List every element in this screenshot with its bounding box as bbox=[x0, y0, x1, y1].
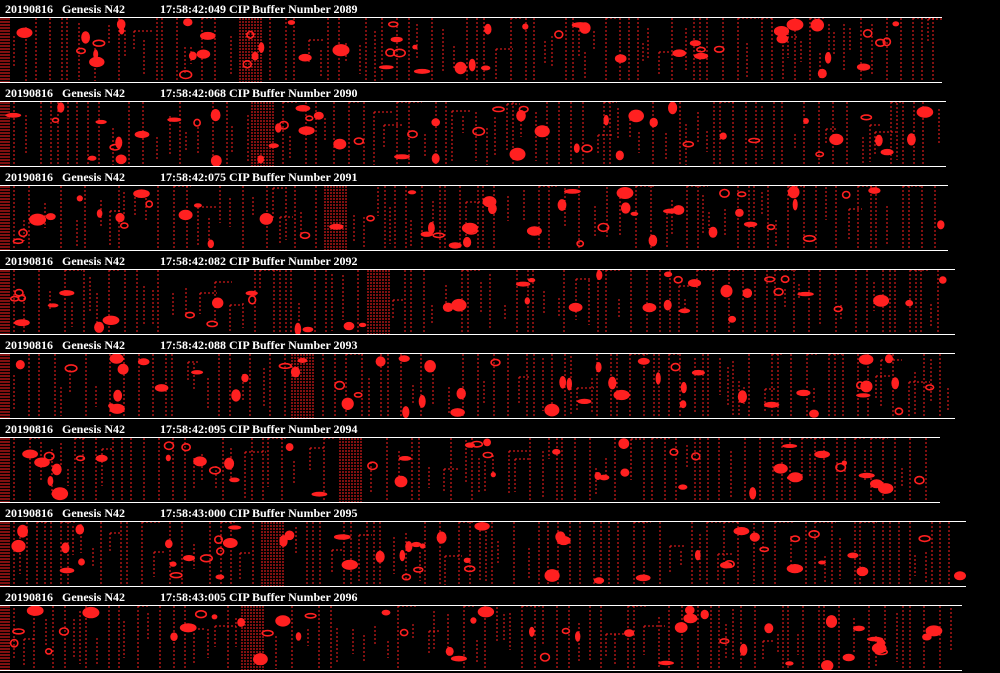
strip-date: 20190816 bbox=[5, 338, 53, 352]
strip-date: 20190816 bbox=[5, 86, 53, 100]
particle-image-frame bbox=[0, 101, 946, 167]
strip-date: 20190816 bbox=[5, 170, 53, 184]
buffer-strip: 20190816 Genesis N42 17:58:42:095 CIP Bu… bbox=[0, 420, 1000, 504]
particle-image-frame bbox=[0, 521, 966, 587]
buffer-strip: 20190816 Genesis N42 17:58:42:082 CIP Bu… bbox=[0, 252, 1000, 336]
strip-date: 20190816 bbox=[5, 2, 53, 16]
strip-timestamp: 17:58:42:068 CIP Buffer Number 2090 bbox=[160, 86, 358, 100]
strip-probe-name: Genesis N42 bbox=[62, 170, 125, 184]
strip-header: 20190816 Genesis N42 17:58:42:082 CIP Bu… bbox=[0, 252, 1000, 270]
strip-timestamp: 17:58:43:005 CIP Buffer Number 2096 bbox=[160, 590, 358, 604]
strip-date: 20190816 bbox=[5, 422, 53, 436]
particle-image bbox=[0, 270, 947, 334]
particle-image-frame bbox=[0, 605, 962, 671]
strip-probe-name: Genesis N42 bbox=[62, 254, 125, 268]
buffer-strip: 20190816 Genesis N42 17:58:42:088 CIP Bu… bbox=[0, 336, 1000, 420]
buffer-strip: 20190816 Genesis N42 17:58:43:000 CIP Bu… bbox=[0, 504, 1000, 588]
particle-image bbox=[0, 606, 952, 670]
strip-header: 20190816 Genesis N42 17:58:43:005 CIP Bu… bbox=[0, 588, 1000, 606]
strip-timestamp: 17:58:43:000 CIP Buffer Number 2095 bbox=[160, 506, 358, 520]
strip-probe-name: Genesis N42 bbox=[62, 590, 125, 604]
buffer-strip: 20190816 Genesis N42 17:58:42:049 CIP Bu… bbox=[0, 0, 1000, 84]
strip-timestamp: 17:58:42:082 CIP Buffer Number 2092 bbox=[160, 254, 358, 268]
particle-image bbox=[0, 522, 966, 586]
particle-image bbox=[0, 186, 945, 250]
buffer-strip: 20190816 Genesis N42 17:58:42:068 CIP Bu… bbox=[0, 84, 1000, 168]
strip-header: 20190816 Genesis N42 17:58:42:075 CIP Bu… bbox=[0, 168, 1000, 186]
particle-image-frame bbox=[0, 185, 948, 251]
strip-timestamp: 17:58:42:049 CIP Buffer Number 2089 bbox=[160, 2, 358, 16]
strip-probe-name: Genesis N42 bbox=[62, 422, 125, 436]
strip-timestamp: 17:58:42:088 CIP Buffer Number 2093 bbox=[160, 338, 358, 352]
strip-date: 20190816 bbox=[5, 590, 53, 604]
strip-header: 20190816 Genesis N42 17:58:42:095 CIP Bu… bbox=[0, 420, 1000, 438]
particle-image-frame bbox=[0, 353, 955, 419]
strip-header: 20190816 Genesis N42 17:58:42:049 CIP Bu… bbox=[0, 0, 1000, 18]
particle-image-frame bbox=[0, 269, 955, 335]
buffer-strip: 20190816 Genesis N42 17:58:43:005 CIP Bu… bbox=[0, 588, 1000, 672]
strip-header: 20190816 Genesis N42 17:58:43:000 CIP Bu… bbox=[0, 504, 1000, 522]
strip-probe-name: Genesis N42 bbox=[62, 338, 125, 352]
strip-probe-name: Genesis N42 bbox=[62, 2, 125, 16]
buffer-strip: 20190816 Genesis N42 17:58:42:075 CIP Bu… bbox=[0, 168, 1000, 252]
particle-image bbox=[0, 438, 927, 502]
strip-probe-name: Genesis N42 bbox=[62, 506, 125, 520]
strip-date: 20190816 bbox=[5, 254, 53, 268]
particle-image bbox=[0, 102, 940, 166]
particle-image bbox=[0, 354, 949, 418]
particle-image-frame bbox=[0, 17, 942, 83]
particle-image-frame bbox=[0, 437, 940, 503]
particle-image bbox=[0, 18, 942, 82]
strip-header: 20190816 Genesis N42 17:58:42:088 CIP Bu… bbox=[0, 336, 1000, 354]
strip-timestamp: 17:58:42:095 CIP Buffer Number 2094 bbox=[160, 422, 358, 436]
strip-probe-name: Genesis N42 bbox=[62, 86, 125, 100]
strip-timestamp: 17:58:42:075 CIP Buffer Number 2091 bbox=[160, 170, 358, 184]
strip-header: 20190816 Genesis N42 17:58:42:068 CIP Bu… bbox=[0, 84, 1000, 102]
strip-date: 20190816 bbox=[5, 506, 53, 520]
